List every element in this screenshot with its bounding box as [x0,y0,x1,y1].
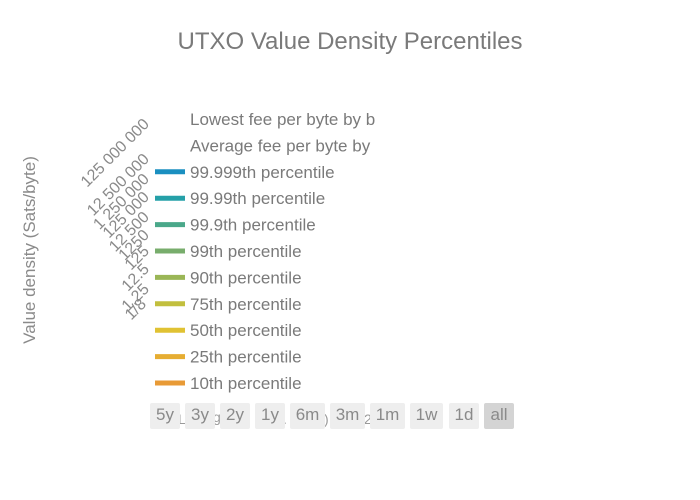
range-selector[interactable]: 5y 3y 2y 1y 6m 3m 1m 1w 1d all [150,403,514,429]
x-axis-fragment: g [213,409,221,425]
legend-item[interactable]: 75th percentile [155,295,302,314]
range-button-bg[interactable] [255,403,285,429]
legend-item[interactable]: Average fee per byte by [190,136,371,155]
range-button-bg[interactable] [150,403,180,429]
range-button-5y[interactable]: 5y [150,403,180,429]
range-button-all[interactable]: all [484,403,514,429]
range-button-label: 1y [261,405,279,424]
legend-label: 50th percentile [190,321,302,340]
range-button-6m[interactable]: 6m [290,403,325,429]
range-button-3y[interactable]: 3y [185,403,215,429]
range-button-1m[interactable]: 1m [370,403,405,429]
range-button-bg[interactable] [185,403,215,429]
legend-label: 99.99th percentile [190,189,325,208]
x-axis-fragment: ) [324,411,329,427]
range-button-bg[interactable] [330,403,365,429]
legend-label: 99th percentile [190,242,302,261]
x-axis-fragment: 2 [364,411,372,427]
range-button-label: 3m [336,405,360,424]
range-button-bg[interactable] [449,403,479,429]
legend-item[interactable]: 99.999th percentile [155,163,335,182]
legend-item[interactable]: 99th percentile [155,242,302,261]
legend-label: 99.999th percentile [190,163,335,182]
legend-item[interactable]: 10th percentile [155,374,302,393]
range-button-bg[interactable] [370,403,405,429]
range-button-bg[interactable] [220,403,250,429]
range-button-label: 5y [156,405,174,424]
legend-item[interactable]: Lowest fee per byte by b [190,110,375,129]
range-button-1d[interactable]: 1d [449,403,479,429]
range-button-bg[interactable] [290,403,325,429]
legend-label: 10th percentile [190,374,302,393]
range-button-2y[interactable]: 2y [220,403,250,429]
range-button-label: 1d [455,405,474,424]
legend-label: Lowest fee per byte by b [190,110,375,129]
range-button-bg[interactable] [410,403,443,429]
range-button-label: all [490,405,507,424]
range-button-label: 6m [296,405,320,424]
legend-label: 25th percentile [190,348,302,367]
legend-item[interactable]: 99.9th percentile [155,216,316,235]
x-axis-fragment: L [178,411,186,427]
legend-item[interactable]: 25th percentile [155,348,302,367]
range-button-1y[interactable]: 1y [255,403,285,429]
legend-label: 99.9th percentile [190,216,316,235]
legend-label: 90th percentile [190,268,302,287]
legend[interactable]: Lowest fee per byte by b Average fee per … [155,110,375,393]
range-button-3m[interactable]: 3m [330,403,365,429]
legend-item[interactable]: 99.99th percentile [155,189,325,208]
range-button-label: 1w [416,405,438,424]
range-button-label: 1m [376,405,400,424]
legend-item[interactable]: 90th percentile [155,268,302,287]
legend-label: Average fee per byte by [190,136,371,155]
range-button-label: 2y [226,405,244,424]
chart-title: UTXO Value Density Percentiles [177,28,522,55]
range-button-label: 3y [191,405,209,424]
legend-item[interactable]: 50th percentile [155,321,302,340]
legend-label: 75th percentile [190,295,302,314]
range-button-1w[interactable]: 1w [410,403,443,429]
y-axis-label: Value density (Sats/byte) [20,156,39,344]
range-button-bg[interactable] [484,403,514,429]
